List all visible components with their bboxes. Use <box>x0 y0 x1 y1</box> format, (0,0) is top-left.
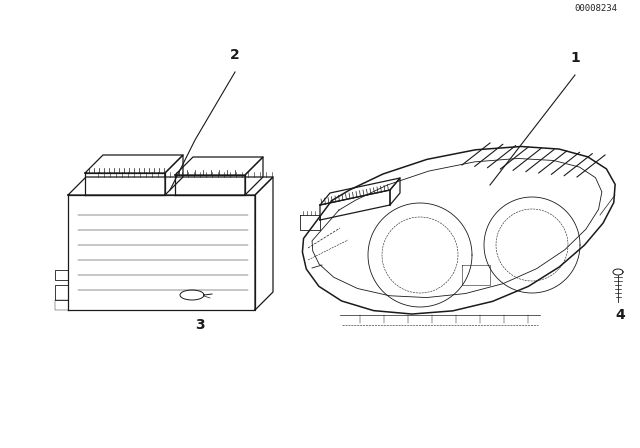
Text: 00008234: 00008234 <box>575 4 618 13</box>
Text: 4: 4 <box>615 308 625 322</box>
Text: 2: 2 <box>230 48 240 62</box>
Text: 1: 1 <box>570 51 580 65</box>
Text: 3: 3 <box>195 318 205 332</box>
